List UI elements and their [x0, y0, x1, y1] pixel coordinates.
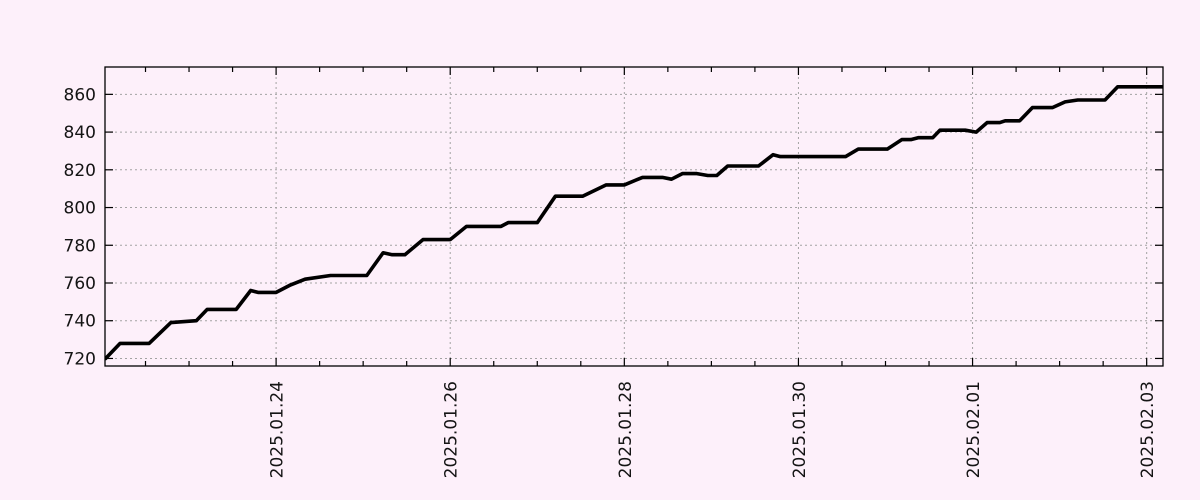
- y-tick-label: 840: [64, 123, 96, 143]
- y-tick-label: 740: [64, 312, 96, 332]
- x-tick-label: 2025.02.03: [1138, 381, 1158, 478]
- plot-border: [104, 66, 1164, 367]
- x-tick-label: 2025.01.26: [442, 381, 462, 478]
- y-tick-label: 720: [64, 349, 96, 369]
- y-tick-label: 760: [64, 274, 96, 294]
- y-tick-label: 820: [64, 161, 96, 181]
- x-tick-label: 2025.01.28: [616, 381, 636, 478]
- x-tick-label: 2025.01.24: [268, 381, 288, 478]
- y-tick-label: 860: [64, 85, 96, 105]
- series-line: [105, 85, 1163, 361]
- y-tick-label: 800: [64, 199, 96, 219]
- x-tick-label: 2025.02.01: [964, 381, 984, 478]
- y-tick-label: 780: [64, 236, 96, 256]
- x-tick-label: 2025.01.30: [790, 381, 810, 478]
